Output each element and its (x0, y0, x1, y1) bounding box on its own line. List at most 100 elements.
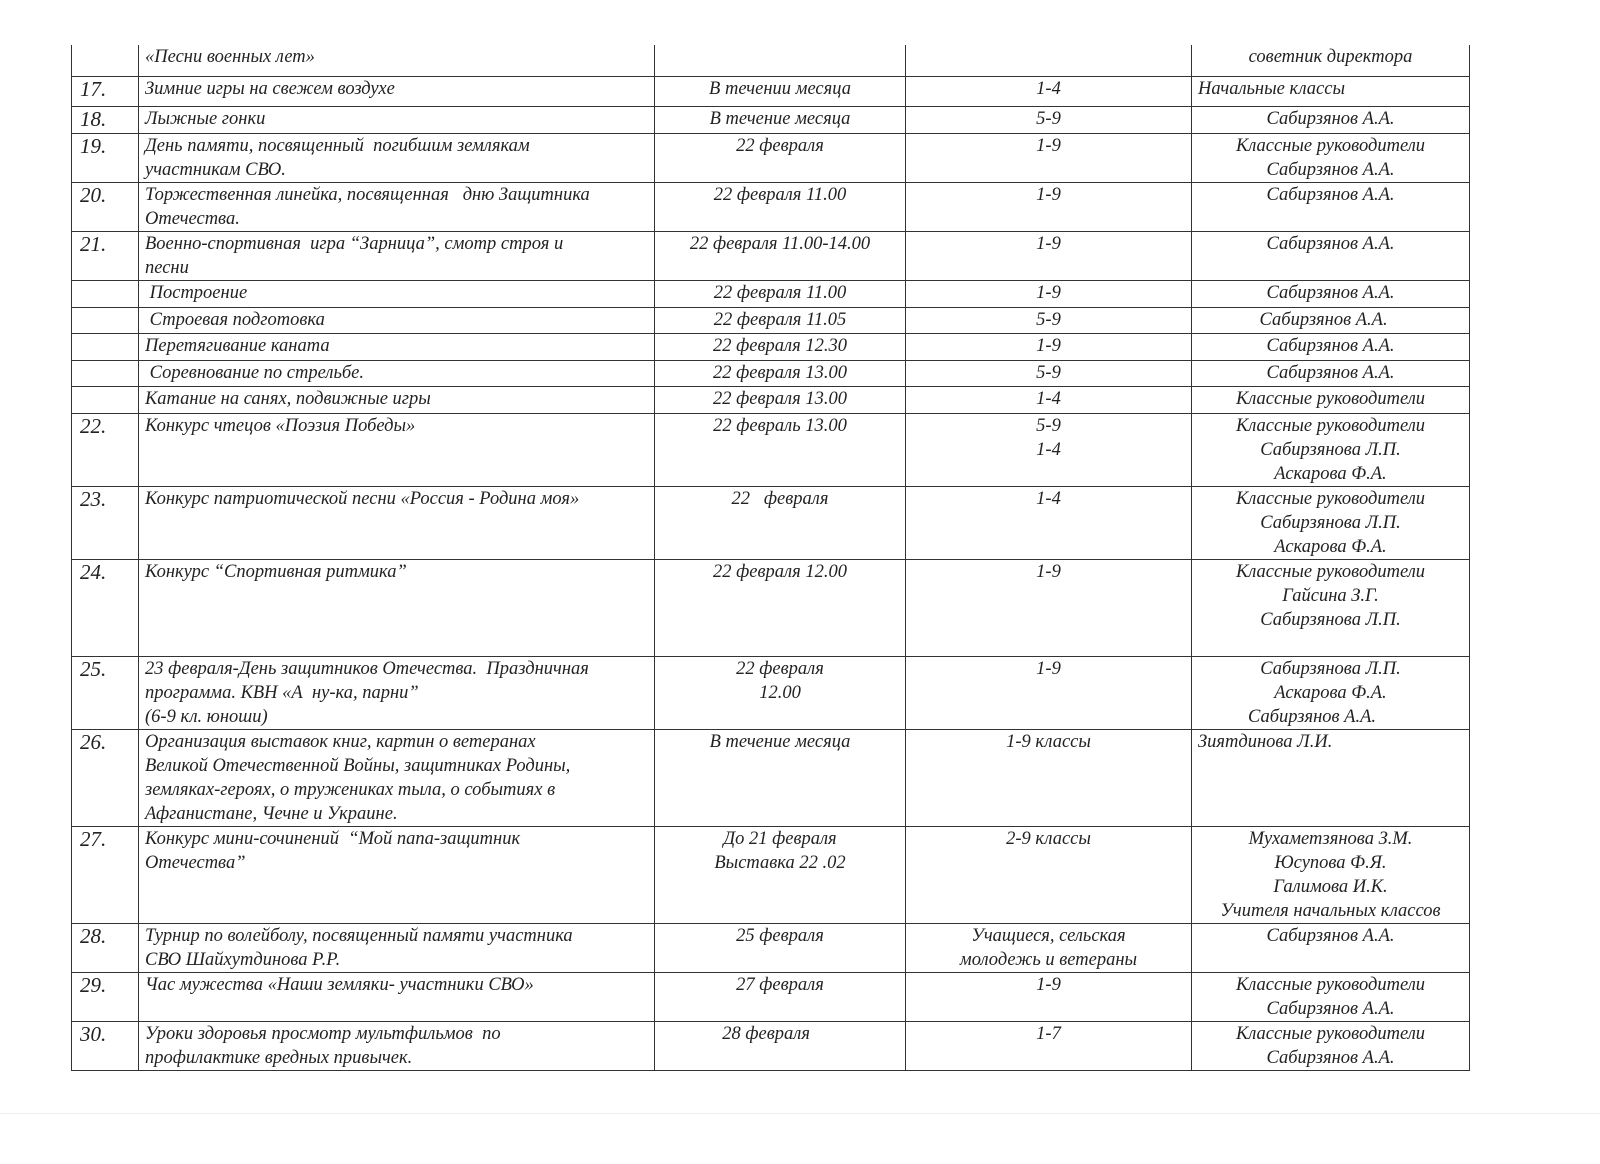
responsible-line: Сабирзянов А.А. (1247, 706, 1414, 727)
participants-line: 1-9 (1036, 184, 1061, 205)
row-number: 24. (80, 559, 107, 584)
event-date-cell (654, 45, 906, 77)
event-name-cell: Построение (138, 279, 655, 308)
event-name-line: Военно-спортивная игра “Зарница”, смотр … (145, 233, 564, 254)
event-name-cell: Перетягивание каната (138, 332, 655, 361)
event-name-line: «Песни военных лет» (145, 47, 315, 67)
table-row: 26. Организация выставок книг, картин о в… (71, 728, 1470, 827)
event-name-cell: Строевая подготовка (138, 306, 655, 334)
responsible-cell: Сабирзянов А.А. (1191, 306, 1470, 334)
participants-cell: 5-9 1-4 (905, 412, 1192, 487)
responsible-line: Сабирзянов А.А. (1266, 184, 1395, 205)
event-name-line: День памяти, посвященный погибшим земляк… (145, 135, 530, 156)
row-number: 23. (80, 486, 107, 511)
row-number-cell (71, 332, 139, 361)
row-number-cell: 21. (71, 230, 139, 281)
participants-cell: 1-9 (905, 132, 1192, 183)
row-number: 17. (80, 76, 107, 101)
event-name-cell: Конкурс чтецов «Поэзия Победы» (138, 412, 655, 487)
table-row: Построение 22 февраля 11.00 1-9 Сабирзянов … (71, 279, 1470, 308)
responsible-cell: Сабирзянов А.А. (1191, 181, 1470, 232)
event-date-line: 22 февраля (736, 658, 824, 679)
event-date-cell: 25 февраля (654, 922, 906, 973)
responsible-cell: Классные руководители Сабирзянов А.А. (1191, 971, 1470, 1022)
event-name-cell: Конкурс “Спортивная ритмика” (138, 558, 655, 657)
event-date-line: 22 февраль 13.00 (713, 415, 847, 436)
event-name-line: Уроки здоровья просмотр мультфильмов по (145, 1023, 501, 1044)
row-number-cell: 23. (71, 485, 139, 560)
row-number: 25. (80, 656, 107, 681)
event-name-line: Турнир по волейболу, посвященный памяти … (145, 925, 573, 946)
row-number: 22. (80, 413, 107, 438)
responsible-line: Сабирзянова Л.П. (1260, 658, 1401, 679)
event-date-cell: 22 февраля 11.05 (654, 306, 906, 334)
event-date-line: В течение месяца (709, 108, 851, 129)
event-date-cell: В течение месяца (654, 105, 906, 134)
responsible-line: Сабирзянов А.А. (1266, 362, 1395, 383)
responsible-line: Юсупова Ф.Я. (1274, 852, 1387, 873)
participants-cell: Учащиеся, сельская молодежь и ветераны (905, 922, 1192, 973)
event-name-cell: Конкурс патриотической песни «Россия - Р… (138, 485, 655, 560)
responsible-cell: Зиятдинова Л.И. (1191, 728, 1470, 827)
responsible-line: советник директора (1248, 47, 1413, 67)
event-name-line: (6-9 кл. юноши) (145, 706, 268, 727)
table-row: 19. День памяти, посвященный погибшим зем… (71, 132, 1470, 183)
table-row: Перетягивание каната 22 февраля 12.30 1-9 С… (71, 332, 1470, 361)
responsible-cell: Сабирзянов А.А. (1191, 359, 1470, 387)
responsible-line: Аскарова Ф.А. (1274, 536, 1387, 557)
participants-line: 1-7 (1036, 1023, 1061, 1044)
participants-cell: 1-9 классы (905, 728, 1192, 827)
event-name-line: Великой Отечественной Войны, защитниках … (145, 755, 571, 776)
event-date-line: В течение месяца (709, 731, 851, 752)
responsible-cell: Сабирзянов А.А. (1191, 922, 1470, 973)
event-name-cell: Организация выставок книг, картин о вете… (138, 728, 655, 827)
responsible-line: Классные руководители (1235, 388, 1426, 409)
participants-cell: 2-9 классы (905, 825, 1192, 924)
table-row: 30. Уроки здоровья просмотр мультфильмов … (71, 1020, 1470, 1071)
row-number: 28. (80, 923, 107, 948)
event-date-line: 22 февраля (731, 488, 829, 509)
event-date-cell: В течение месяца (654, 728, 906, 827)
responsible-line: Зиятдинова Л.И. (1198, 731, 1333, 752)
event-date-cell: 22 февраля 12.30 (654, 332, 906, 361)
participants-cell: 1-4 (905, 485, 1192, 560)
event-name-line: программа. КВН «А ну-ка, парни” (145, 682, 419, 703)
responsible-cell: Классные руководители Сабирзянов А.А. (1191, 1020, 1470, 1071)
row-number: 29. (80, 972, 107, 997)
participants-line: 1-9 (1036, 135, 1061, 156)
responsible-line: Аскарова Ф.А. (1274, 463, 1387, 484)
participants-cell: 1-4 (905, 385, 1192, 414)
responsible-line: Классные руководители (1235, 974, 1426, 995)
participants-line: 1-9 (1036, 233, 1061, 254)
participants-line: 1-4 (1036, 439, 1061, 460)
table-row: 24. Конкурс “Спортивная ритмика” 22 феврал… (71, 558, 1470, 657)
event-name-line: Афганистане, Чечне и Украине. (145, 803, 398, 824)
table-row: Катание на санях, подвижные игры 22 февра… (71, 385, 1470, 414)
table-row: 21. Военно-спортивная игра “Зарница”, смо… (71, 230, 1470, 281)
event-name-cell: «Песни военных лет» (138, 45, 655, 77)
row-number: 20. (80, 182, 107, 207)
event-date-cell: До 21 февраля Выставка 22 .02 (654, 825, 906, 924)
event-date-cell: 22 февраля 11.00-14.00 (654, 230, 906, 281)
responsible-cell: Сабирзянов А.А. (1191, 332, 1470, 361)
participants-cell: 1-9 (905, 181, 1192, 232)
participants-line: 5-9 (1036, 415, 1061, 436)
participants-line: 1-9 (1036, 974, 1061, 995)
event-date-line: 12.00 (759, 682, 801, 703)
row-number-cell (71, 306, 139, 334)
table-row: 23. Конкурс патриотической песни «Россия … (71, 485, 1470, 560)
row-number: 30. (80, 1021, 107, 1046)
responsible-cell: Классные руководители (1191, 385, 1470, 414)
row-number-cell: 30. (71, 1020, 139, 1071)
event-date-line: 22 февраля 11.05 (713, 309, 847, 330)
event-date-cell: 22 февраля 12.00 (654, 655, 906, 730)
row-number-cell (71, 385, 139, 414)
event-date-cell: 28 февраля (654, 1020, 906, 1071)
row-number-cell: 17. (71, 75, 139, 107)
row-number-cell: 26. (71, 728, 139, 827)
event-date-cell: 22 февраля (654, 485, 906, 560)
responsible-cell: Классные руководители Гайсина З.Г. Сабирзя… (1191, 558, 1470, 657)
row-number-cell: 27. (71, 825, 139, 924)
responsible-line: Галимова И.К. (1273, 876, 1388, 897)
participants-cell: 1-9 (905, 655, 1192, 730)
